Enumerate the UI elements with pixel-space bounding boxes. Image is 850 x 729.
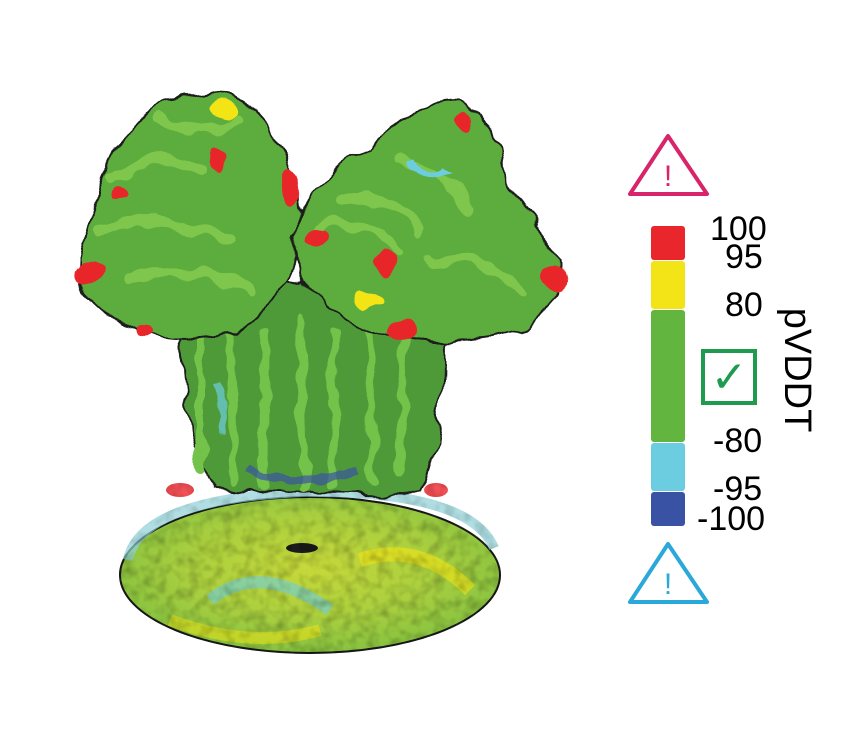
warning-triangle-icon: ! <box>628 134 709 196</box>
warning-triangle-icon: ! <box>628 542 709 604</box>
left-domain <box>74 93 302 339</box>
tick-label-minus-95: -95 <box>713 470 762 508</box>
color-bar-segment <box>651 492 685 526</box>
axis-label: pVDDT <box>776 308 818 433</box>
tick-label-minus-80: -80 <box>713 422 762 460</box>
check-mark: ✓ <box>711 352 748 403</box>
membrane-disc <box>119 483 501 654</box>
color-bar-segment <box>651 261 685 309</box>
tick-label-80: 80 <box>725 286 763 324</box>
color-bar-segment <box>651 443 685 491</box>
tick-label-95: 95 <box>725 238 763 276</box>
checkmark-box-icon: ✓ <box>701 349 757 405</box>
tick-label-minus-100: -100 <box>697 500 765 538</box>
color-bar-segment <box>651 226 685 260</box>
exclamation-mark: ! <box>664 160 672 193</box>
protein-structure-illustration <box>74 93 567 654</box>
color-bar-segment <box>651 310 685 442</box>
exclamation-mark: ! <box>664 568 672 601</box>
right-domain <box>288 98 567 343</box>
tick-label-100: 100 <box>710 210 767 248</box>
color-bar <box>651 226 685 526</box>
pvddt-legend: ! 100 95 80 -80 -95 -100 pVDDT ✓ ! <box>628 134 818 604</box>
